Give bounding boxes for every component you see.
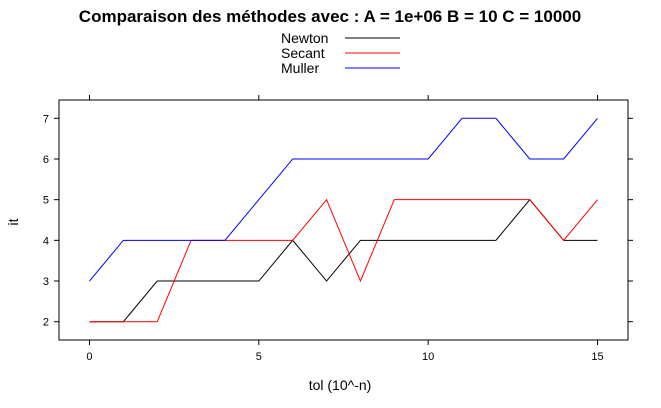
chart-title: Comparaison des méthodes avec : A = 1e+0…	[79, 7, 581, 26]
axis-ticks: 0 5 10 15 2 3 4 5 6 7	[43, 95, 633, 363]
y-tick-label: 4	[43, 235, 49, 247]
x-tick-label: 0	[86, 351, 92, 363]
legend-label-secant: Secant	[281, 45, 325, 61]
x-tick-label: 15	[591, 351, 603, 363]
legend-label-newton: Newton	[281, 30, 328, 46]
y-tick-label: 3	[43, 276, 49, 288]
y-tick-label: 5	[43, 195, 49, 207]
y-tick-label: 7	[43, 113, 49, 125]
series-line-secant	[89, 198, 598, 323]
series-line-newton	[89, 198, 598, 323]
x-axis-label: tol (10^-n)	[309, 377, 372, 393]
x-tick-label: 10	[422, 351, 434, 363]
y-tick-label: 2	[43, 317, 49, 329]
series-line-muller	[89, 117, 598, 282]
legend-label-muller: Muller	[281, 60, 319, 76]
y-axis-label: it	[5, 218, 21, 225]
series-lines	[89, 117, 598, 323]
plot-frame	[58, 99, 629, 341]
x-tick-label: 5	[256, 351, 262, 363]
y-tick-label: 6	[43, 154, 49, 166]
